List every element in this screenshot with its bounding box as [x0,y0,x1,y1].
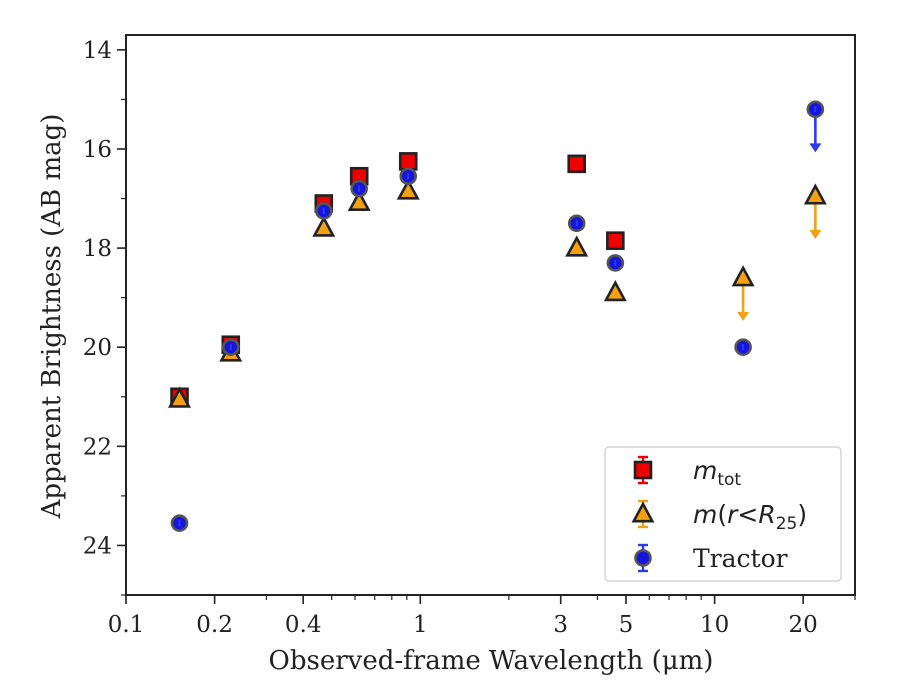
legend-entry-triangle: m(r<R25) [631,499,807,534]
data-marks [168,100,827,532]
y-tick-label: 16 [83,137,112,163]
x-tick-label: 0.1 [108,612,145,638]
x-tick-label: 10 [700,612,729,638]
x-tick-label: 0.4 [285,612,322,638]
x-tick-label: 1 [413,612,428,638]
y-tick-label: 22 [83,434,112,460]
y-axis-label: Apparent Brightness (AB mag) [37,114,67,520]
y-tick-label: 18 [83,236,112,262]
y-tick-label: 20 [83,335,112,361]
legend-label: mtot [693,456,741,490]
series-triangle [168,178,827,408]
legend-entry-circle: Tractor [634,543,788,573]
series-square [170,152,625,407]
legend-marker-triangle [631,501,655,523]
legend-label: m(r<R25) [693,500,807,534]
upper-limit-arrow-arrowhead [737,311,750,321]
series-circle [170,100,825,532]
x-tick-label: 0.2 [196,612,233,638]
plot-frame [125,34,856,596]
legend-frame [604,446,842,582]
upper-limit-arrow-arrowhead [809,143,822,153]
y-tick-label: 14 [83,38,112,64]
legend: mtot m(r<R25) Tractor [604,446,842,582]
x-axis-label: Observed-frame Wavelength (μm) [269,646,714,676]
legend-marker-square [633,460,653,480]
axes-group: 0.1 0.2 0.4 1 3 5 10 20 14 16 18 20 22 24 [83,34,856,638]
legend-label: Tractor [693,544,788,573]
x-tick-label: 3 [553,612,568,638]
y-tick-label: 24 [83,533,112,559]
x-tick-label: 5 [619,612,634,638]
legend-entry-square: mtot [633,455,741,490]
legend-marker-circle [634,549,652,567]
upper-limit-arrow-arrowhead [809,230,822,240]
x-tick-label: 20 [789,612,818,638]
